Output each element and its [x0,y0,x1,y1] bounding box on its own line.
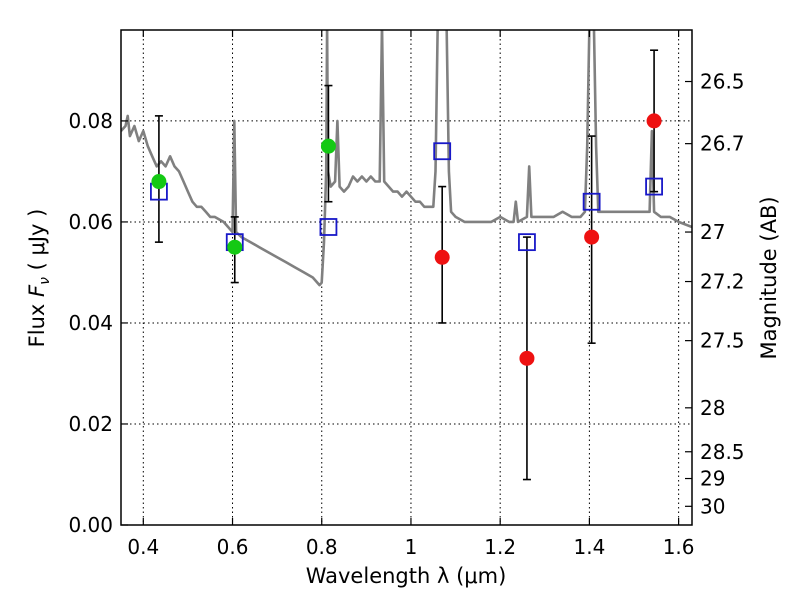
model-square-marker [433,142,452,161]
model-square-marker [582,192,601,211]
y-axis-title: Flux Fν ( μJy ) [25,209,53,348]
magnitude-axis-ticks: 26.5 26.7 27 27.2 27.5 28 28.5 29 30 [685,70,745,518]
x-tick-label: 0.6 [217,535,249,559]
model-square-marker [518,233,536,252]
y-axis-title-symbol: F [25,284,49,297]
x-tick-label: 1.6 [663,535,695,559]
x-tick-label: 0.8 [306,535,338,559]
red-data-point [646,113,662,129]
model-square-marker [319,218,338,236]
plot-frame [120,29,693,526]
magnitude-tick-label: 27.2 [700,270,745,294]
grid [121,30,692,525]
y-tick-label: 0.02 [68,412,113,436]
plot-area [121,30,692,287]
magnitude-tick-label: 30 [700,494,725,518]
red-data-point [584,229,600,245]
x-tick-label: 1.2 [484,535,516,559]
magnitude-tick-label: 26.7 [700,132,745,156]
y-tick-label: 0.08 [68,109,113,133]
y-tick-label: 0.06 [68,210,113,234]
green-data-point [320,138,336,154]
model-square-marker [645,177,663,196]
magnitude-tick-label: 27 [700,220,725,244]
red-data-point [519,350,535,366]
green-data-point [151,174,167,190]
x-tick-label: 1 [405,535,418,559]
sed-model-line [121,30,692,287]
y-axis-title-prefix: Flux [25,297,49,347]
magnitude-tick-label: 28 [700,396,725,420]
green-data-point [227,239,243,255]
y-axis-ticks: 0.00 0.02 0.04 0.06 0.08 [68,109,128,537]
x-axis-title: Wavelength λ (μm) [306,564,507,588]
magnitude-tick-label: 27.5 [700,329,745,353]
red-data-point [434,249,450,265]
y-tick-label: 0.00 [68,513,113,537]
magnitude-tick-label: 26.5 [700,70,745,94]
y-axis-title-subscript: ν [37,277,53,285]
right-axis-title: Magnitude (AB) [757,196,781,359]
data-marks [150,49,663,481]
magnitude-tick-label: 29 [700,467,725,491]
y-axis-title-suffix: ( μJy ) [25,209,49,277]
x-tick-label: 1.4 [573,535,605,559]
x-tick-label: 0.4 [127,535,159,559]
y-tick-label: 0.04 [68,311,113,335]
x-axis-ticks: 0.4 0.6 0.8 1 1.2 1.4 1.6 [127,30,695,559]
magnitude-tick-label: 28.5 [700,440,745,464]
